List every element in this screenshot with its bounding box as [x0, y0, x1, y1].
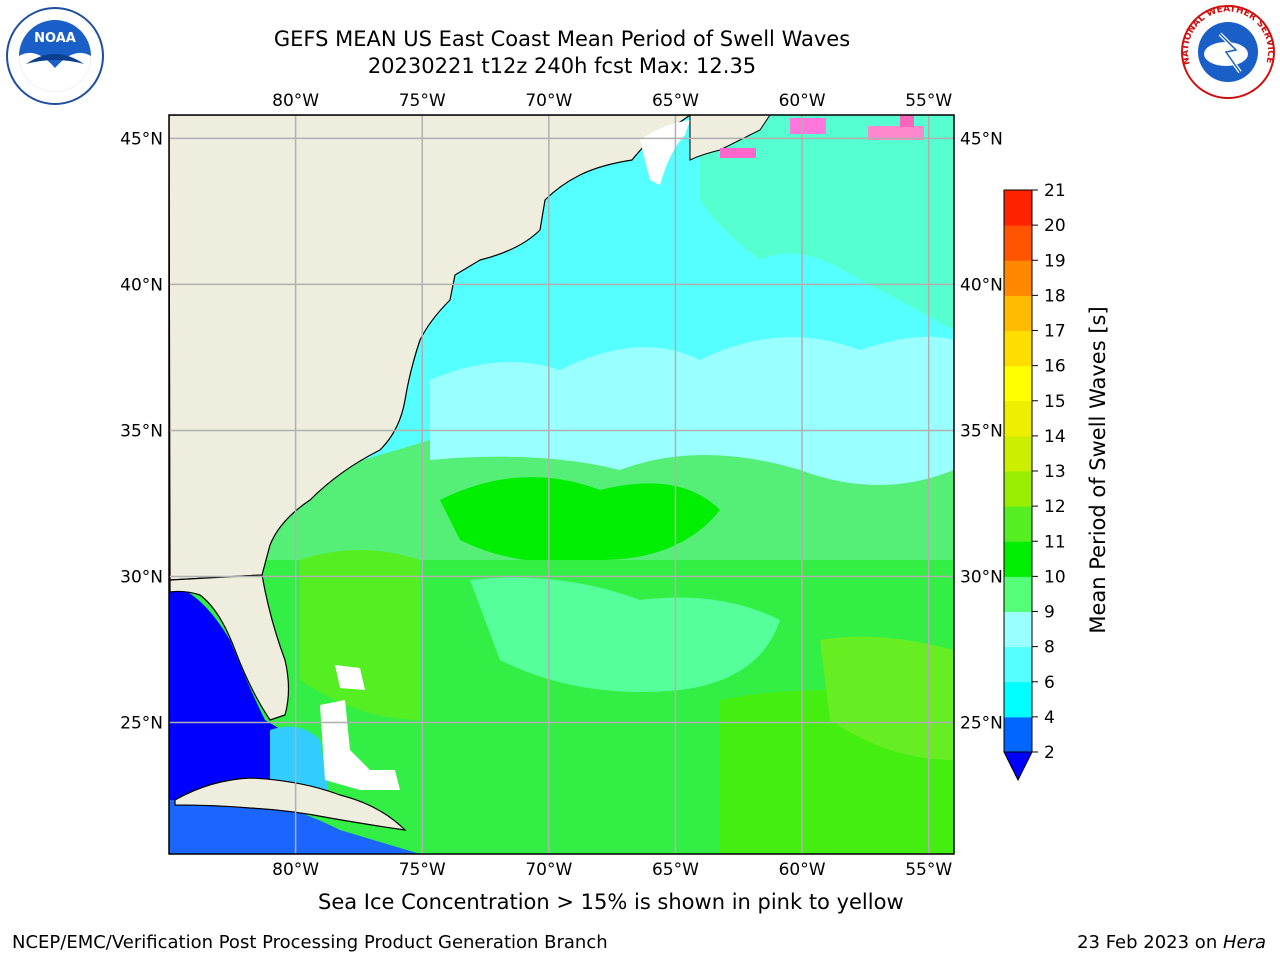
lat-tick-label: 25°N [960, 714, 1003, 734]
sea-ice-patch [790, 118, 826, 134]
nws-logo: NATIONAL WEATHER SERVICE [1181, 4, 1275, 99]
lat-tick-label: 40°N [120, 275, 163, 295]
colorbar-segment [1004, 435, 1032, 472]
lon-tick-label: 65°W [652, 860, 699, 880]
colorbar-tick-label: 14 [1044, 427, 1066, 447]
colorbar-segment [1004, 681, 1032, 718]
colorbar-tick-label: 17 [1044, 322, 1066, 342]
lon-tick-label: 60°W [779, 91, 826, 111]
colorbar-segment [1004, 716, 1032, 753]
colorbar-segment [1004, 400, 1032, 437]
colorbar-ticks: 2 4 6 8 9 10 11 12 13 14 15 16 17 18 19 20 21 [1032, 181, 1066, 763]
lon-tick-label: 55°W [905, 860, 952, 880]
colorbar-segment [1004, 541, 1032, 577]
colorbar-segment [1004, 576, 1032, 612]
map-title: GEFS MEAN US East Coast Mean Period of S… [273, 27, 851, 51]
colorbar-segment [1004, 260, 1032, 296]
noaa-logo: NOAA [6, 7, 104, 105]
lon-tick-label: 65°W [652, 91, 699, 111]
lon-tick-label: 75°W [399, 860, 446, 880]
colorbar-tick-label: 8 [1044, 638, 1055, 658]
colorbar-tick-label: 19 [1044, 251, 1066, 271]
colorbar-segment [1004, 190, 1032, 226]
colorbar-tick-label: 4 [1044, 708, 1055, 728]
graticule [169, 115, 954, 854]
generation-date: 23 Feb 2023 on Hera [1077, 932, 1266, 953]
cuba-land [174, 777, 407, 831]
colorbar-tick-label: 21 [1044, 181, 1066, 201]
colorbar-tick-label: 15 [1044, 392, 1066, 412]
map-frame [168, 114, 955, 855]
bay-of-fundy [640, 120, 690, 185]
lat-tick-label: 30°N [120, 568, 163, 588]
sea-ice-patch [720, 148, 756, 158]
north-america-land [169, 115, 692, 581]
lon-tick-label: 70°W [525, 860, 572, 880]
swell-patch-9s-north [700, 115, 954, 330]
lat-tick-label: 35°N [960, 421, 1003, 441]
lat-tick-label: 30°N [960, 568, 1003, 588]
colorbar [1003, 189, 1033, 782]
colorbar-segment [1004, 611, 1032, 648]
swell-patch-coastal-11s [300, 550, 420, 720]
lat-tick-label: 45°N [960, 129, 1003, 149]
lat-tick-label: 45°N [120, 129, 163, 149]
lon-tick-label: 70°W [525, 91, 572, 111]
caribbean-low-period [169, 800, 420, 854]
colorbar-tick-label: 16 [1044, 357, 1066, 377]
colorbar-under-arrow [1003, 751, 1033, 782]
machine-name: Hera [1222, 932, 1266, 953]
colorbar-segment [1004, 225, 1032, 261]
colorbar-tick-label: 2 [1044, 743, 1055, 763]
colorbar-tick-label: 10 [1044, 567, 1066, 587]
colorbar-tick-label: 13 [1044, 462, 1066, 482]
colorbar-segment [1004, 646, 1032, 683]
lat-tick-label: 25°N [120, 714, 163, 734]
swell-patch-9s-south [470, 577, 780, 692]
sea-ice-patch [900, 115, 914, 127]
colorbar-tick-label: 9 [1044, 603, 1055, 623]
swell-patch-12s [820, 636, 954, 760]
colorbar-tick-label: 20 [1044, 216, 1066, 236]
lat-tick-label: 35°N [120, 421, 163, 441]
colorbar-segment [1004, 330, 1032, 367]
lon-tick-label: 55°W [905, 91, 952, 111]
lon-tick-label: 75°W [399, 91, 446, 111]
colorbar-segment [1004, 365, 1032, 402]
lat-labels-left: 25°N 30°N 35°N 40°N 45°N [120, 129, 163, 733]
map-area [169, 115, 954, 854]
colorbar-segment [1004, 471, 1032, 507]
colorbar-tick-label: 6 [1044, 673, 1055, 693]
lon-tick-label: 60°W [779, 860, 826, 880]
colorbar-tick-label: 18 [1044, 286, 1066, 306]
map-subtitle: 20230221 t12z 240h fcst Max: 12.35 [367, 54, 757, 78]
lon-tick-label: 80°W [272, 860, 319, 880]
florida-land [169, 574, 290, 721]
gulf-low-period [169, 585, 290, 810]
colorbar-tick-label: 11 [1044, 532, 1066, 552]
little-bahama-bank [335, 665, 365, 690]
noaa-logo-text: NOAA [34, 31, 76, 46]
producer-credit: NCEP/EMC/Verification Post Processing Pr… [12, 932, 608, 953]
lon-labels-top: 80°W 75°W 70°W 65°W 60°W 55°W [272, 91, 952, 111]
sea-ice-note: Sea Ice Concentration > 15% is shown in … [318, 890, 904, 914]
swell-patch-10-11s [440, 477, 720, 563]
lon-tick-label: 80°W [272, 91, 319, 111]
colorbar-segment [1004, 295, 1032, 331]
generation-date-text: 23 Feb 2023 on [1077, 932, 1223, 953]
swell-band-8-9s [430, 336, 954, 485]
colorbar-segment [1004, 506, 1032, 542]
colorbar-tick-label: 12 [1044, 497, 1066, 517]
lat-labels-right: 25°N 30°N 35°N 40°N 45°N [960, 129, 1003, 733]
lat-tick-label: 40°N [960, 275, 1003, 295]
sea-ice-patch [868, 126, 924, 140]
colorbar-label: Mean Period of Swell Waves [s] [1086, 306, 1110, 634]
lon-labels-bottom: 80°W 75°W 70°W 65°W 60°W 55°W [272, 860, 952, 880]
